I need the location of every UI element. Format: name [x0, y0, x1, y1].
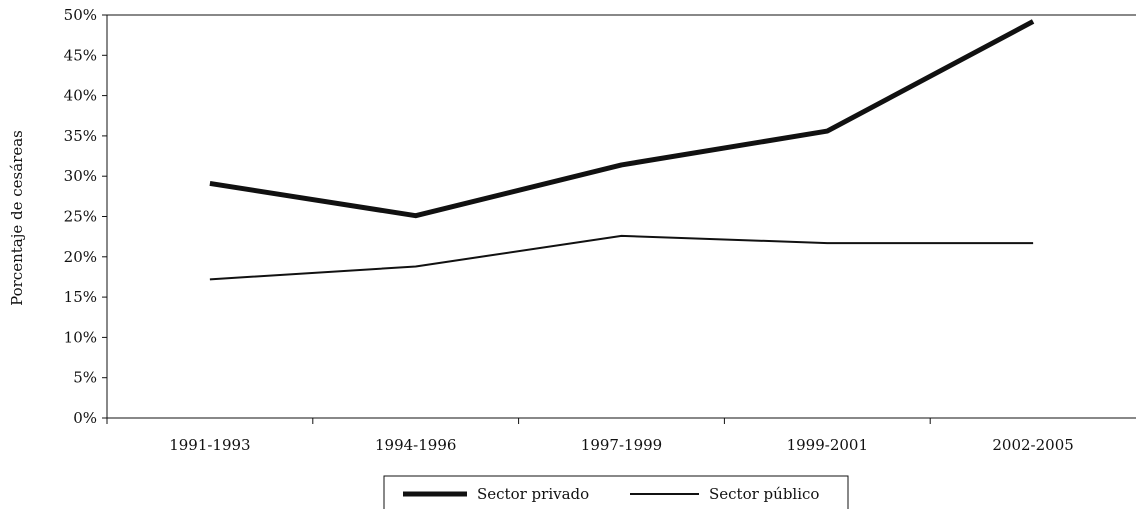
legend-label: Sector público [709, 485, 819, 503]
y-tick-label: 50% [64, 6, 97, 24]
x-tick-label: 1997-1999 [581, 436, 662, 454]
y-tick-label: 35% [64, 127, 97, 145]
y-tick-label: 40% [64, 87, 97, 105]
axes: 0% 5% 10% 15% 20% 25% 30% 35% 40% 45% 50% 1991-1993… [64, 6, 1136, 454]
y-tick-label: 0% [73, 409, 97, 427]
y-tick-label: 45% [64, 46, 97, 64]
legend: Sector privado Sector público [384, 476, 848, 509]
y-tick-label: 10% [64, 328, 97, 346]
y-axis-title: Porcentaje de cesáreas [8, 130, 26, 306]
y-tick-label: 25% [64, 208, 97, 226]
series-line-sector-publico [210, 236, 1033, 280]
x-tick-label: 1994-1996 [375, 436, 456, 454]
x-tick-label: 1991-1993 [169, 436, 250, 454]
x-tick-label: 1999-2001 [787, 436, 868, 454]
y-tick-label: 5% [73, 369, 97, 387]
y-tick-label: 20% [64, 248, 97, 266]
series-line-sector-privado [210, 21, 1033, 215]
series-layer [210, 21, 1033, 279]
x-tick-label: 2002-2005 [992, 436, 1073, 454]
y-tick-label: 30% [64, 167, 97, 185]
legend-label: Sector privado [477, 485, 589, 503]
y-tick-label: 15% [64, 288, 97, 306]
